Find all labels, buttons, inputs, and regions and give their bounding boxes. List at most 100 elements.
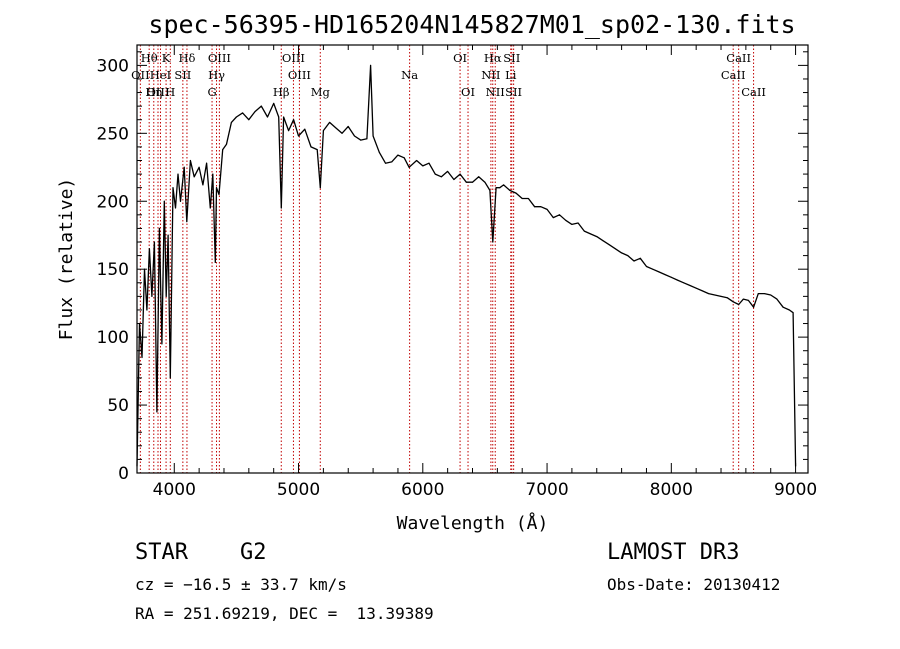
flux-point xyxy=(447,170,449,172)
flux-point xyxy=(732,301,734,303)
flux-point xyxy=(509,189,511,191)
flux-point xyxy=(189,160,191,161)
flux-point xyxy=(153,241,155,243)
flux-point xyxy=(503,184,505,186)
flux-point xyxy=(540,206,542,208)
flux-point xyxy=(565,219,567,221)
flux-point xyxy=(408,166,410,168)
flux-point xyxy=(614,248,616,250)
flux-point xyxy=(459,173,461,175)
flux-point xyxy=(742,298,744,300)
flux-point xyxy=(206,162,208,164)
flux-point xyxy=(254,111,256,113)
flux-point xyxy=(151,295,153,297)
plot-frame xyxy=(136,44,809,474)
flux-point xyxy=(633,260,635,262)
flux-point xyxy=(172,187,174,189)
flux-point xyxy=(683,282,685,284)
emission-line-label: G xyxy=(207,85,216,99)
flux-point xyxy=(360,139,362,141)
flux-point xyxy=(283,116,285,118)
flux-point xyxy=(202,184,204,186)
emission-line-label: Hδ xyxy=(178,51,195,65)
flux-point xyxy=(288,130,290,132)
emission-line-label: NII xyxy=(486,85,505,99)
flux-point xyxy=(478,176,480,178)
y-tick-label: 50 xyxy=(107,396,129,416)
flux-point xyxy=(495,187,497,189)
object-subclass: G2 xyxy=(240,540,267,565)
emission-line-markers xyxy=(139,45,755,473)
flux-point xyxy=(354,135,355,137)
flux-point xyxy=(627,255,629,257)
coordinates: RA = 251.69219, DEC = 13.39389 xyxy=(135,604,434,623)
y-tick-label: 250 xyxy=(97,124,129,144)
chart-title: spec-56395-HD165204N145827M01_sp02-130.f… xyxy=(148,10,795,39)
flux-point xyxy=(175,207,176,209)
emission-line-label: Hβ xyxy=(273,85,290,99)
flux-point xyxy=(577,222,579,224)
axis-ticks: 4000 5000 6000 7000 8000 9000 0 50 100 150 200 250 3… xyxy=(97,45,817,500)
flux-point xyxy=(218,194,220,195)
flux-point xyxy=(527,198,529,199)
flux-point xyxy=(212,173,214,175)
flux-point xyxy=(319,187,321,189)
flux-point xyxy=(416,160,418,161)
x-tick-label: 8000 xyxy=(650,480,693,500)
flux-point xyxy=(764,293,765,295)
flux-point xyxy=(391,161,393,163)
flux-series xyxy=(136,64,797,467)
flux-point xyxy=(186,221,188,223)
y-tick-label: 100 xyxy=(97,328,129,348)
flux-point xyxy=(298,135,299,137)
flux-point xyxy=(165,295,167,297)
emission-line-label: SII xyxy=(503,51,520,65)
emission-line-label: Mg xyxy=(311,85,331,99)
x-tick-label: 5000 xyxy=(277,480,320,500)
flux-point xyxy=(776,298,778,300)
flux-point xyxy=(316,149,318,151)
flux-point xyxy=(322,130,324,132)
flux-point xyxy=(335,127,337,129)
flux-point xyxy=(465,181,467,183)
x-tick-label: 7000 xyxy=(525,480,568,500)
emission-line-label: Na xyxy=(401,68,418,82)
flux-point xyxy=(608,244,610,246)
emission-line-label: OIII xyxy=(146,85,169,99)
flux-point xyxy=(183,166,185,168)
flux-point xyxy=(372,135,374,137)
y-tick-label: 150 xyxy=(97,260,129,280)
flux-point xyxy=(304,128,306,130)
y-tick-label: 300 xyxy=(97,56,129,76)
flux-point xyxy=(242,112,244,114)
flux-point xyxy=(167,234,169,236)
flux-point xyxy=(534,206,536,208)
flux-point xyxy=(146,309,148,311)
flux-point xyxy=(370,64,372,66)
flux-point xyxy=(695,287,697,289)
flux-point xyxy=(521,198,523,199)
flux-point xyxy=(792,312,794,314)
flux-point xyxy=(753,306,755,308)
flux-point xyxy=(198,166,200,168)
flux-point xyxy=(583,230,585,232)
flux-point xyxy=(689,285,691,286)
flux-point xyxy=(770,294,772,296)
emission-line-label: OIII xyxy=(282,51,305,65)
emission-line-label: K xyxy=(162,51,171,65)
flux-point xyxy=(658,271,660,273)
flux-point xyxy=(726,297,728,299)
flux-point xyxy=(169,377,171,379)
flux-point xyxy=(422,165,424,167)
emission-line-label: SII xyxy=(174,68,191,82)
flux-point xyxy=(602,240,604,242)
flux-point xyxy=(646,266,647,267)
flux-point xyxy=(214,261,216,263)
emission-line-label: SII xyxy=(505,85,522,99)
flux-point xyxy=(156,411,158,413)
emission-line-label: H xyxy=(165,85,175,99)
flux-point xyxy=(708,293,710,295)
flux-point xyxy=(428,162,430,164)
